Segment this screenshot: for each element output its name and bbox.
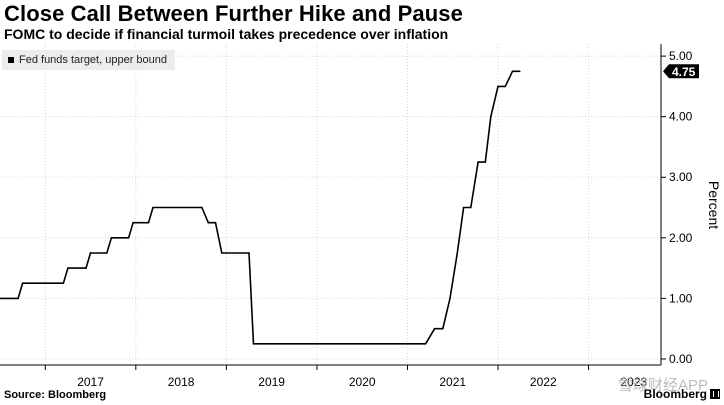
data-point xyxy=(518,70,521,73)
data-point xyxy=(89,252,92,254)
x-tick-label: 2020 xyxy=(349,375,376,389)
y-tick-label: 1.00 xyxy=(669,291,693,305)
y-tick-label: 2.00 xyxy=(669,231,693,245)
data-point xyxy=(17,297,19,300)
data-point xyxy=(248,252,250,254)
data-point xyxy=(477,161,479,163)
data-point xyxy=(484,161,487,163)
y-tick-label: 4.00 xyxy=(669,110,693,124)
data-point xyxy=(207,221,210,224)
logo-mark-icon xyxy=(710,389,720,399)
data-point xyxy=(497,85,499,88)
x-tick-label: 2018 xyxy=(168,375,195,389)
data-point xyxy=(106,252,108,254)
data-point xyxy=(424,343,427,345)
y-axis-title: Percent xyxy=(706,181,722,229)
labels: 0.00 1.00 2.00 3.00 4.00 5.00 2017 2018 2019 2020… xyxy=(77,49,722,389)
data-point xyxy=(252,343,255,345)
data-point xyxy=(152,206,154,209)
source-note: Source: Bloomberg xyxy=(4,389,107,401)
data-point xyxy=(433,327,436,330)
data-point xyxy=(147,221,150,224)
axes xyxy=(0,44,666,370)
series-line xyxy=(0,70,520,345)
data-point xyxy=(127,237,130,239)
data-point xyxy=(504,85,507,88)
data-point xyxy=(470,206,472,209)
last-value-tag xyxy=(663,64,699,79)
data-point xyxy=(85,267,87,269)
legend-swatch xyxy=(8,57,14,63)
y-tick-label: 0.00 xyxy=(669,352,693,366)
series-layer xyxy=(0,70,521,345)
x-tick-label: 2022 xyxy=(530,375,557,389)
data-point xyxy=(0,297,1,300)
chart-legend: Fed funds target, upper bound xyxy=(2,50,175,70)
data-point xyxy=(456,252,459,254)
data-point xyxy=(201,206,203,209)
x-tick-label: 2019 xyxy=(258,375,285,389)
y-tick-label: 5.00 xyxy=(669,49,693,63)
data-point xyxy=(449,297,451,300)
bloomberg-logo: Bloomberg xyxy=(644,387,720,401)
data-point xyxy=(21,282,24,285)
chart-subtitle: FOMC to decide if financial turmoil take… xyxy=(4,26,449,42)
y-tick-label: 3.00 xyxy=(669,170,693,184)
data-point xyxy=(511,70,514,73)
last-value-label: 4.75 xyxy=(672,65,696,79)
data-point xyxy=(489,115,492,118)
grid-lines xyxy=(0,44,661,365)
data-point xyxy=(214,221,217,224)
data-point xyxy=(110,237,113,239)
watermark: 雪球财经APP xyxy=(617,377,708,394)
data-point xyxy=(441,327,444,330)
x-tick-label: 2017 xyxy=(77,375,104,389)
legend-label: Fed funds target, upper bound xyxy=(19,54,167,66)
chart-title: Close Call Between Further Hike and Paus… xyxy=(4,1,463,26)
x-tick-label: 2023 xyxy=(620,375,647,389)
x-tick-label: 2021 xyxy=(439,375,466,389)
data-point xyxy=(221,252,223,254)
data-point xyxy=(67,267,69,269)
logo-text: Bloomberg xyxy=(643,387,707,401)
data-point xyxy=(462,206,465,209)
data-point xyxy=(132,221,134,224)
data-point xyxy=(62,282,65,285)
